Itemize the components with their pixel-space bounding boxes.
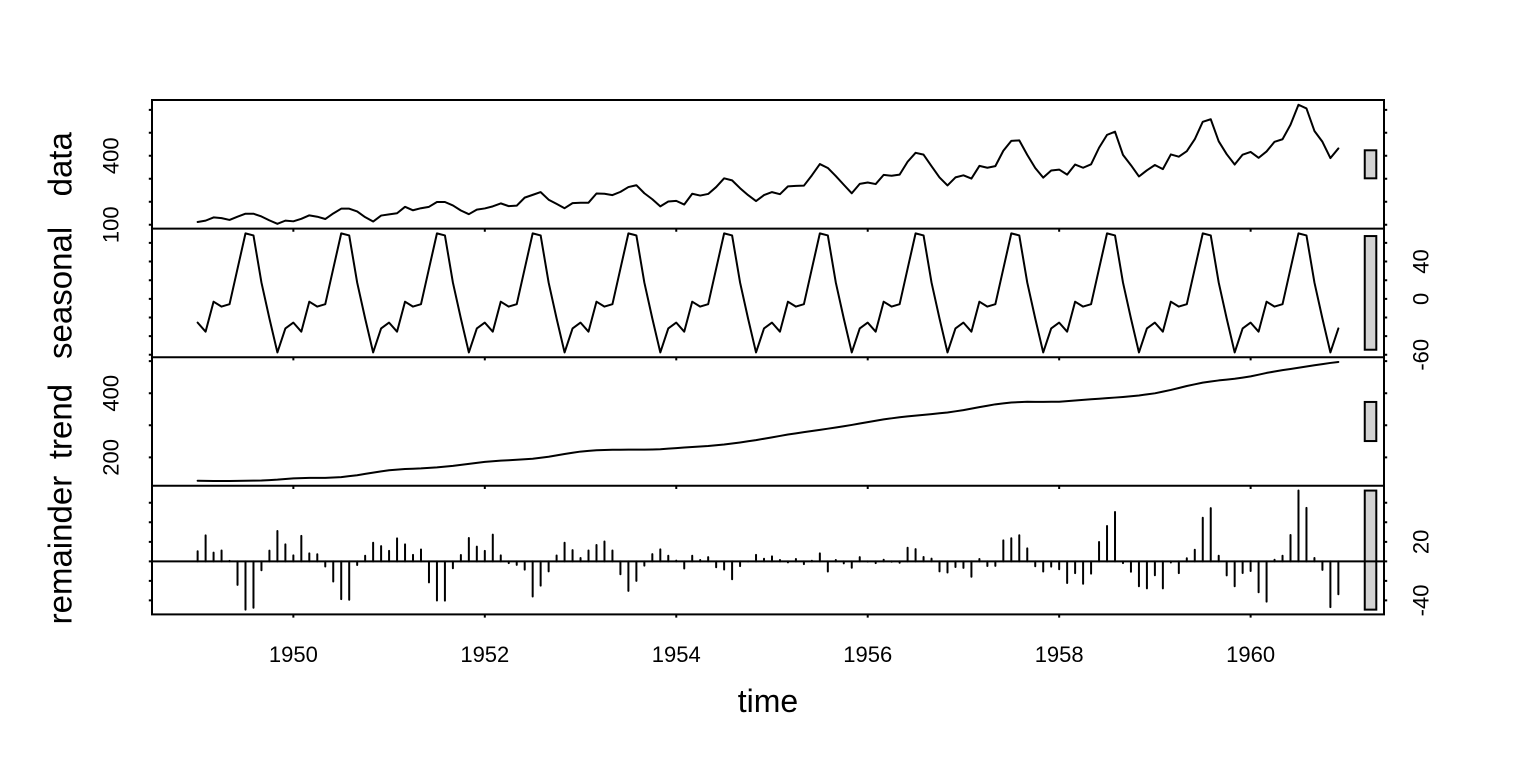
svg-text:1950: 1950 — [269, 642, 318, 667]
svg-text:-40: -40 — [1409, 585, 1434, 617]
svg-text:remainder: remainder — [42, 476, 79, 625]
svg-text:1958: 1958 — [1035, 642, 1084, 667]
svg-text:400: 400 — [99, 137, 124, 174]
svg-text:200: 200 — [99, 439, 124, 476]
svg-text:seasonal: seasonal — [42, 227, 79, 359]
svg-text:1952: 1952 — [460, 642, 509, 667]
svg-text:-60: -60 — [1409, 339, 1434, 371]
svg-text:trend: trend — [42, 384, 79, 459]
svg-text:time: time — [738, 683, 798, 719]
svg-text:40: 40 — [1409, 249, 1434, 273]
svg-text:1960: 1960 — [1226, 642, 1275, 667]
svg-text:0: 0 — [1409, 293, 1434, 305]
svg-text:20: 20 — [1409, 530, 1434, 554]
svg-text:400: 400 — [99, 375, 124, 412]
svg-text:100: 100 — [99, 206, 124, 243]
svg-text:1956: 1956 — [843, 642, 892, 667]
svg-text:data: data — [42, 132, 79, 197]
svg-text:1954: 1954 — [652, 642, 701, 667]
